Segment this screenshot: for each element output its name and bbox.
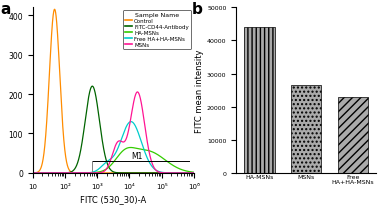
Bar xyxy=(291,86,321,173)
Legend: Control, FITC-CD44-Antibody, HA-MSNs, Free HA+HA-MSNs, MSNs: Control, FITC-CD44-Antibody, HA-MSNs, Fr… xyxy=(123,11,191,50)
Bar xyxy=(338,97,368,173)
Text: b: b xyxy=(191,2,202,16)
Text: M1: M1 xyxy=(131,151,142,160)
Y-axis label: FITC mean intensity: FITC mean intensity xyxy=(195,49,204,132)
Text: a: a xyxy=(0,2,11,16)
X-axis label: FITC (530_30)-A: FITC (530_30)-A xyxy=(80,194,146,203)
Y-axis label: Count: Count xyxy=(0,77,3,104)
Bar xyxy=(244,28,275,173)
